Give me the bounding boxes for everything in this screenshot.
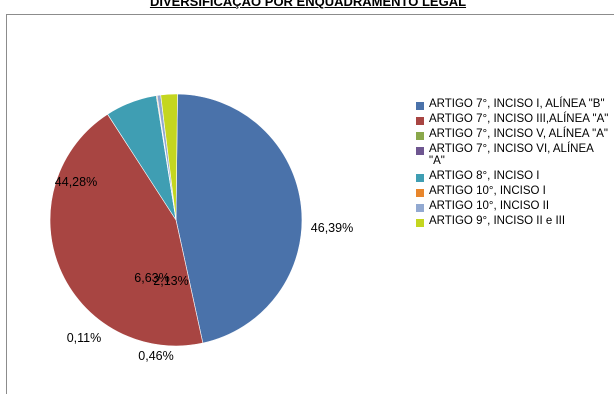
legend-item-8: ARTIGO 9°, INCISO II e III — [416, 215, 612, 227]
legend-swatch — [416, 147, 424, 155]
legend: ARTIGO 7°, INCISO I, ALÍNEA "B" ARTIGO 7°… — [416, 98, 612, 230]
chart-frame — [6, 14, 614, 394]
pie-slice-1 — [175, 93, 303, 344]
data-label-1: 46,39% — [311, 221, 353, 235]
legend-label: ARTIGO 7°, INCISO VI, ALÍNEA "A" — [429, 143, 594, 167]
legend-item-3: ARTIGO 7°, INCISO V, ALÍNEA "A" — [416, 128, 612, 140]
legend-label: ARTIGO 10°, INCISO II — [429, 200, 550, 212]
legend-item-6: ARTIGO 10°, INCISO I — [416, 185, 612, 197]
legend-swatch — [416, 174, 424, 182]
data-label-5: 6,63% — [134, 271, 169, 285]
slices-layer — [49, 93, 303, 347]
data-label-8: 2,13% — [153, 274, 188, 288]
pie-slice-8 — [160, 93, 178, 221]
legend-item-4: ARTIGO 7°, INCISO VI, ALÍNEA "A" — [416, 143, 612, 167]
chart-title: DIVERSIFICAÇÃO POR ENQUADRAMENTO LEGAL — [149, 0, 467, 9]
legend-label: ARTIGO 7°, INCISO III,ALÍNEA "A" — [429, 113, 609, 125]
legend-item-2: ARTIGO 7°, INCISO III,ALÍNEA "A" — [416, 113, 612, 125]
legend-swatch — [416, 189, 424, 197]
legend-label: ARTIGO 7°, INCISO I, ALÍNEA "B" — [429, 98, 605, 110]
data-label-7: 0,46% — [138, 349, 173, 363]
legend-item-1: ARTIGO 7°, INCISO I, ALÍNEA "B" — [416, 98, 612, 110]
legend-label: ARTIGO 9°, INCISO II e III — [429, 215, 566, 227]
legend-swatch — [416, 132, 424, 140]
pie-slice-2 — [49, 113, 204, 347]
data-label-2: 44,28% — [55, 175, 97, 189]
legend-item-5: ARTIGO 8°, INCISO I — [416, 170, 612, 182]
legend-label: ARTIGO 7°, INCISO V, ALÍNEA "A" — [429, 128, 608, 140]
legend-swatch — [416, 117, 424, 125]
legend-swatch — [416, 102, 424, 110]
legend-label: ARTIGO 10°, INCISO I — [429, 185, 546, 197]
data-label-6: 0,11% — [67, 331, 102, 345]
legend-swatch — [416, 204, 424, 212]
legend-item-7: ARTIGO 10°, INCISO II — [416, 200, 612, 212]
legend-label: ARTIGO 8°, INCISO I — [429, 170, 540, 182]
legend-swatch — [416, 219, 424, 227]
labels-layer: 46,39% 44,28% 6,63% 0,11% 0,46% 2,13% — [55, 175, 353, 363]
